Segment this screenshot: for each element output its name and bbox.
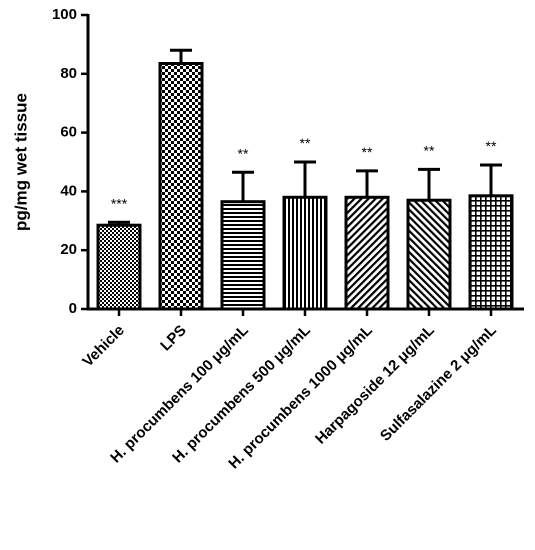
significance-marker: *** bbox=[111, 195, 128, 211]
significance-marker: ** bbox=[300, 135, 311, 151]
significance-marker: ** bbox=[486, 138, 497, 154]
bar bbox=[344, 195, 390, 311]
bar bbox=[406, 198, 452, 311]
bar bbox=[220, 200, 266, 311]
significance-marker: ** bbox=[362, 144, 373, 160]
x-axis-ticks bbox=[117, 309, 493, 316]
x-category-label: Sulfasalazine 2 μg/mL bbox=[377, 322, 500, 445]
bar bbox=[468, 194, 514, 311]
x-category-label: LPS bbox=[157, 322, 190, 355]
x-category-label: Harpagoside 12 μg/mL bbox=[312, 322, 438, 448]
x-category-label: Vehicle bbox=[79, 322, 128, 371]
bars: ********* ** ** bbox=[96, 48, 514, 311]
y-tick-label: 40 bbox=[60, 182, 77, 199]
y-tick-label: 0 bbox=[69, 300, 77, 317]
y-tick-label: 100 bbox=[52, 6, 77, 23]
y-tick-label: 60 bbox=[60, 124, 77, 141]
significance-marker: ** bbox=[424, 142, 435, 158]
bar bbox=[282, 195, 328, 311]
y-tick-label: 80 bbox=[60, 65, 77, 82]
bar bbox=[158, 62, 204, 311]
significance-marker: ** bbox=[238, 145, 249, 161]
y-axis-ticks: 0 20 40 60 80 100 bbox=[52, 6, 88, 317]
y-tick-label: 20 bbox=[60, 241, 77, 258]
bar bbox=[96, 223, 142, 311]
y-axis-title: pg/mg wet tissue bbox=[11, 93, 30, 231]
